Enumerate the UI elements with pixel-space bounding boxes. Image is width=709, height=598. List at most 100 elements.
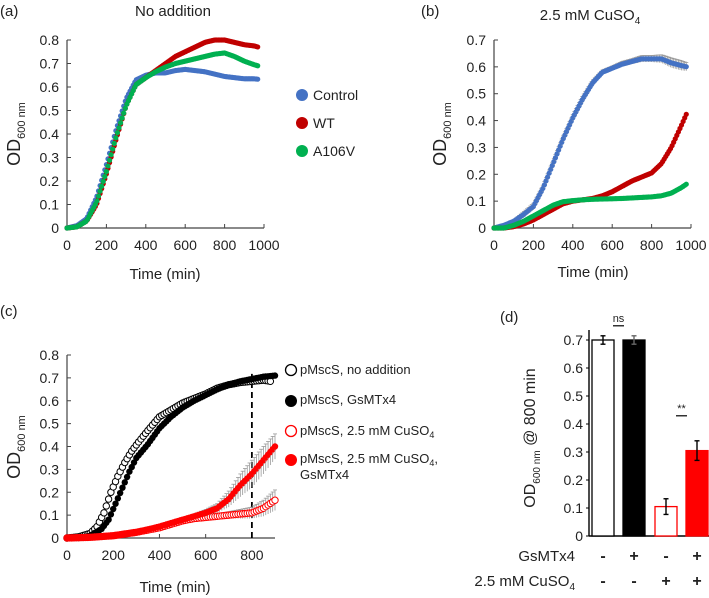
y-tick-label: 0.6 [467,59,487,75]
data-point [255,44,261,50]
data-point [106,157,113,163]
legend-label-no-addition: pMscS, no addition [300,362,411,377]
data-point [104,495,113,503]
series-pmscs-2-5-mm-cuso4-gsmtx4 [63,433,279,542]
data-point [112,500,119,507]
y-tick-label: 0.4 [564,416,584,432]
legend-label-cuso4-gsmtx4: pMscS, 2.5 mM CuSO4, [300,451,438,468]
series-a106v [64,50,261,231]
x-tick-label: 600 [174,237,198,253]
x-tick-label: 800 [640,237,664,253]
data-point [255,76,261,82]
x-tick-label: 1000 [675,237,706,253]
chart-title-a: No addition [135,3,211,20]
data-point [100,178,106,184]
y-tick-label: 0.4 [40,126,60,142]
data-point [110,146,116,152]
condition-sign: - [631,573,636,590]
y-tick-label: 0.8 [40,32,60,48]
data-point [102,502,110,510]
data-point [683,111,689,117]
x-tick-label: 0 [63,237,71,253]
x-axis-label-a: Time (min) [129,266,200,283]
legend-marker-control [296,89,308,101]
y-tick-label: 0.6 [564,360,584,376]
data-point [102,173,108,180]
y-tick-label: 0.3 [467,139,487,155]
data-point [255,63,261,69]
data-point [107,511,115,518]
y-tick-label: 0 [51,530,59,546]
panel-a: (a) No addition 0 0.1 0.2 0.3 0.4 0.5 0.6 0.7 0.… [0,3,358,283]
data-point [100,509,108,517]
legend-label-gsmtx4: pMscS, GsMTx4 [300,392,396,407]
y-tick-label: 0.2 [40,173,60,189]
y-tick-label: 0.2 [467,166,487,182]
marks-d: ns ** [591,313,709,537]
y-tick-label: 0.5 [40,416,60,432]
panel-c: (c) 0 0.1 0.2 0.3 0.4 0.5 0.6 0.7 0.8 0 200 400 600 8… [0,303,438,596]
y-tick-label: 0.5 [40,103,60,119]
marks-a [64,37,261,231]
data-point [117,120,124,126]
bar [591,339,615,537]
data-point [99,183,105,189]
data-point [108,152,114,158]
x-tick-label: 600 [601,237,625,253]
x-tick-label: 200 [522,237,546,253]
condition-sign: - [600,573,605,590]
y-axis-label-b: OD600 nm [430,102,454,166]
x-tick-label: 400 [561,237,585,253]
data-point [271,372,279,379]
condition-sign: + [692,573,701,590]
panel-label-c: (c) [0,303,18,320]
condition-sign: + [692,548,701,565]
y-tick-label: 0 [51,220,59,236]
data-point [116,489,124,497]
x-axis-label-c: Time (min) [139,579,210,596]
legend-label-wt: WT [313,115,335,131]
axes-a: 0 0.1 0.2 0.3 0.4 0.5 0.6 0.7 0.8 0 200 400 600 800 10… [40,32,280,253]
legend-marker-no-addition [284,363,298,377]
legend-label-control: Control [313,87,358,103]
data-point [683,64,689,70]
legend-marker-gsmtx4 [285,395,297,407]
y-axis-label-a: OD600 nm [4,102,28,166]
legend-marker-a106v [296,145,308,157]
panel-label-b: (b) [421,3,439,20]
significance-label: ns [613,313,625,325]
y-tick-label: 0.8 [40,347,60,363]
legend-a: Control WT A106V [296,87,358,159]
y-tick-label: 0.1 [40,507,60,523]
y-tick-label: 0.4 [40,439,60,455]
y-tick-label: 0.1 [467,193,487,209]
data-point [116,125,122,131]
axes-b: 0 0.1 0.2 0.3 0.4 0.5 0.6 0.7 0 200 400 600 800 1000 [467,32,707,253]
x-tick-label: 600 [194,547,218,563]
condition-sign: + [661,573,670,590]
y-axis-label-c: OD600 nm [4,415,28,479]
data-point [121,479,128,486]
condition-label: GsMTx4 [518,548,575,565]
y-tick-label: 0 [575,528,583,544]
bar [685,449,709,537]
y-tick-label: 0.2 [564,472,584,488]
data-point [119,115,125,121]
legend-marker-wt [296,117,308,129]
panel-label-d: (d) [500,309,518,326]
y-axis-label-d: OD600 nm @ 800 min [522,368,543,507]
data-point [123,473,131,481]
panel-label-a: (a) [0,3,18,20]
marks-b [491,54,689,231]
x-tick-label: 400 [134,237,158,253]
y-tick-label: 0.5 [467,86,487,102]
y-tick-label: 0.2 [40,484,60,500]
x-tick-label: 800 [240,547,264,563]
data-point [119,484,126,491]
data-point [113,135,119,141]
condition-label: 2.5 mM CuSO4 [474,573,575,593]
y-tick-label: 0 [478,220,486,236]
legend-c: pMscS, no addition pMscS, GsMTx4 pMscS, … [284,362,438,482]
marks-c [63,372,279,542]
y-tick-label: 0.6 [40,393,60,409]
